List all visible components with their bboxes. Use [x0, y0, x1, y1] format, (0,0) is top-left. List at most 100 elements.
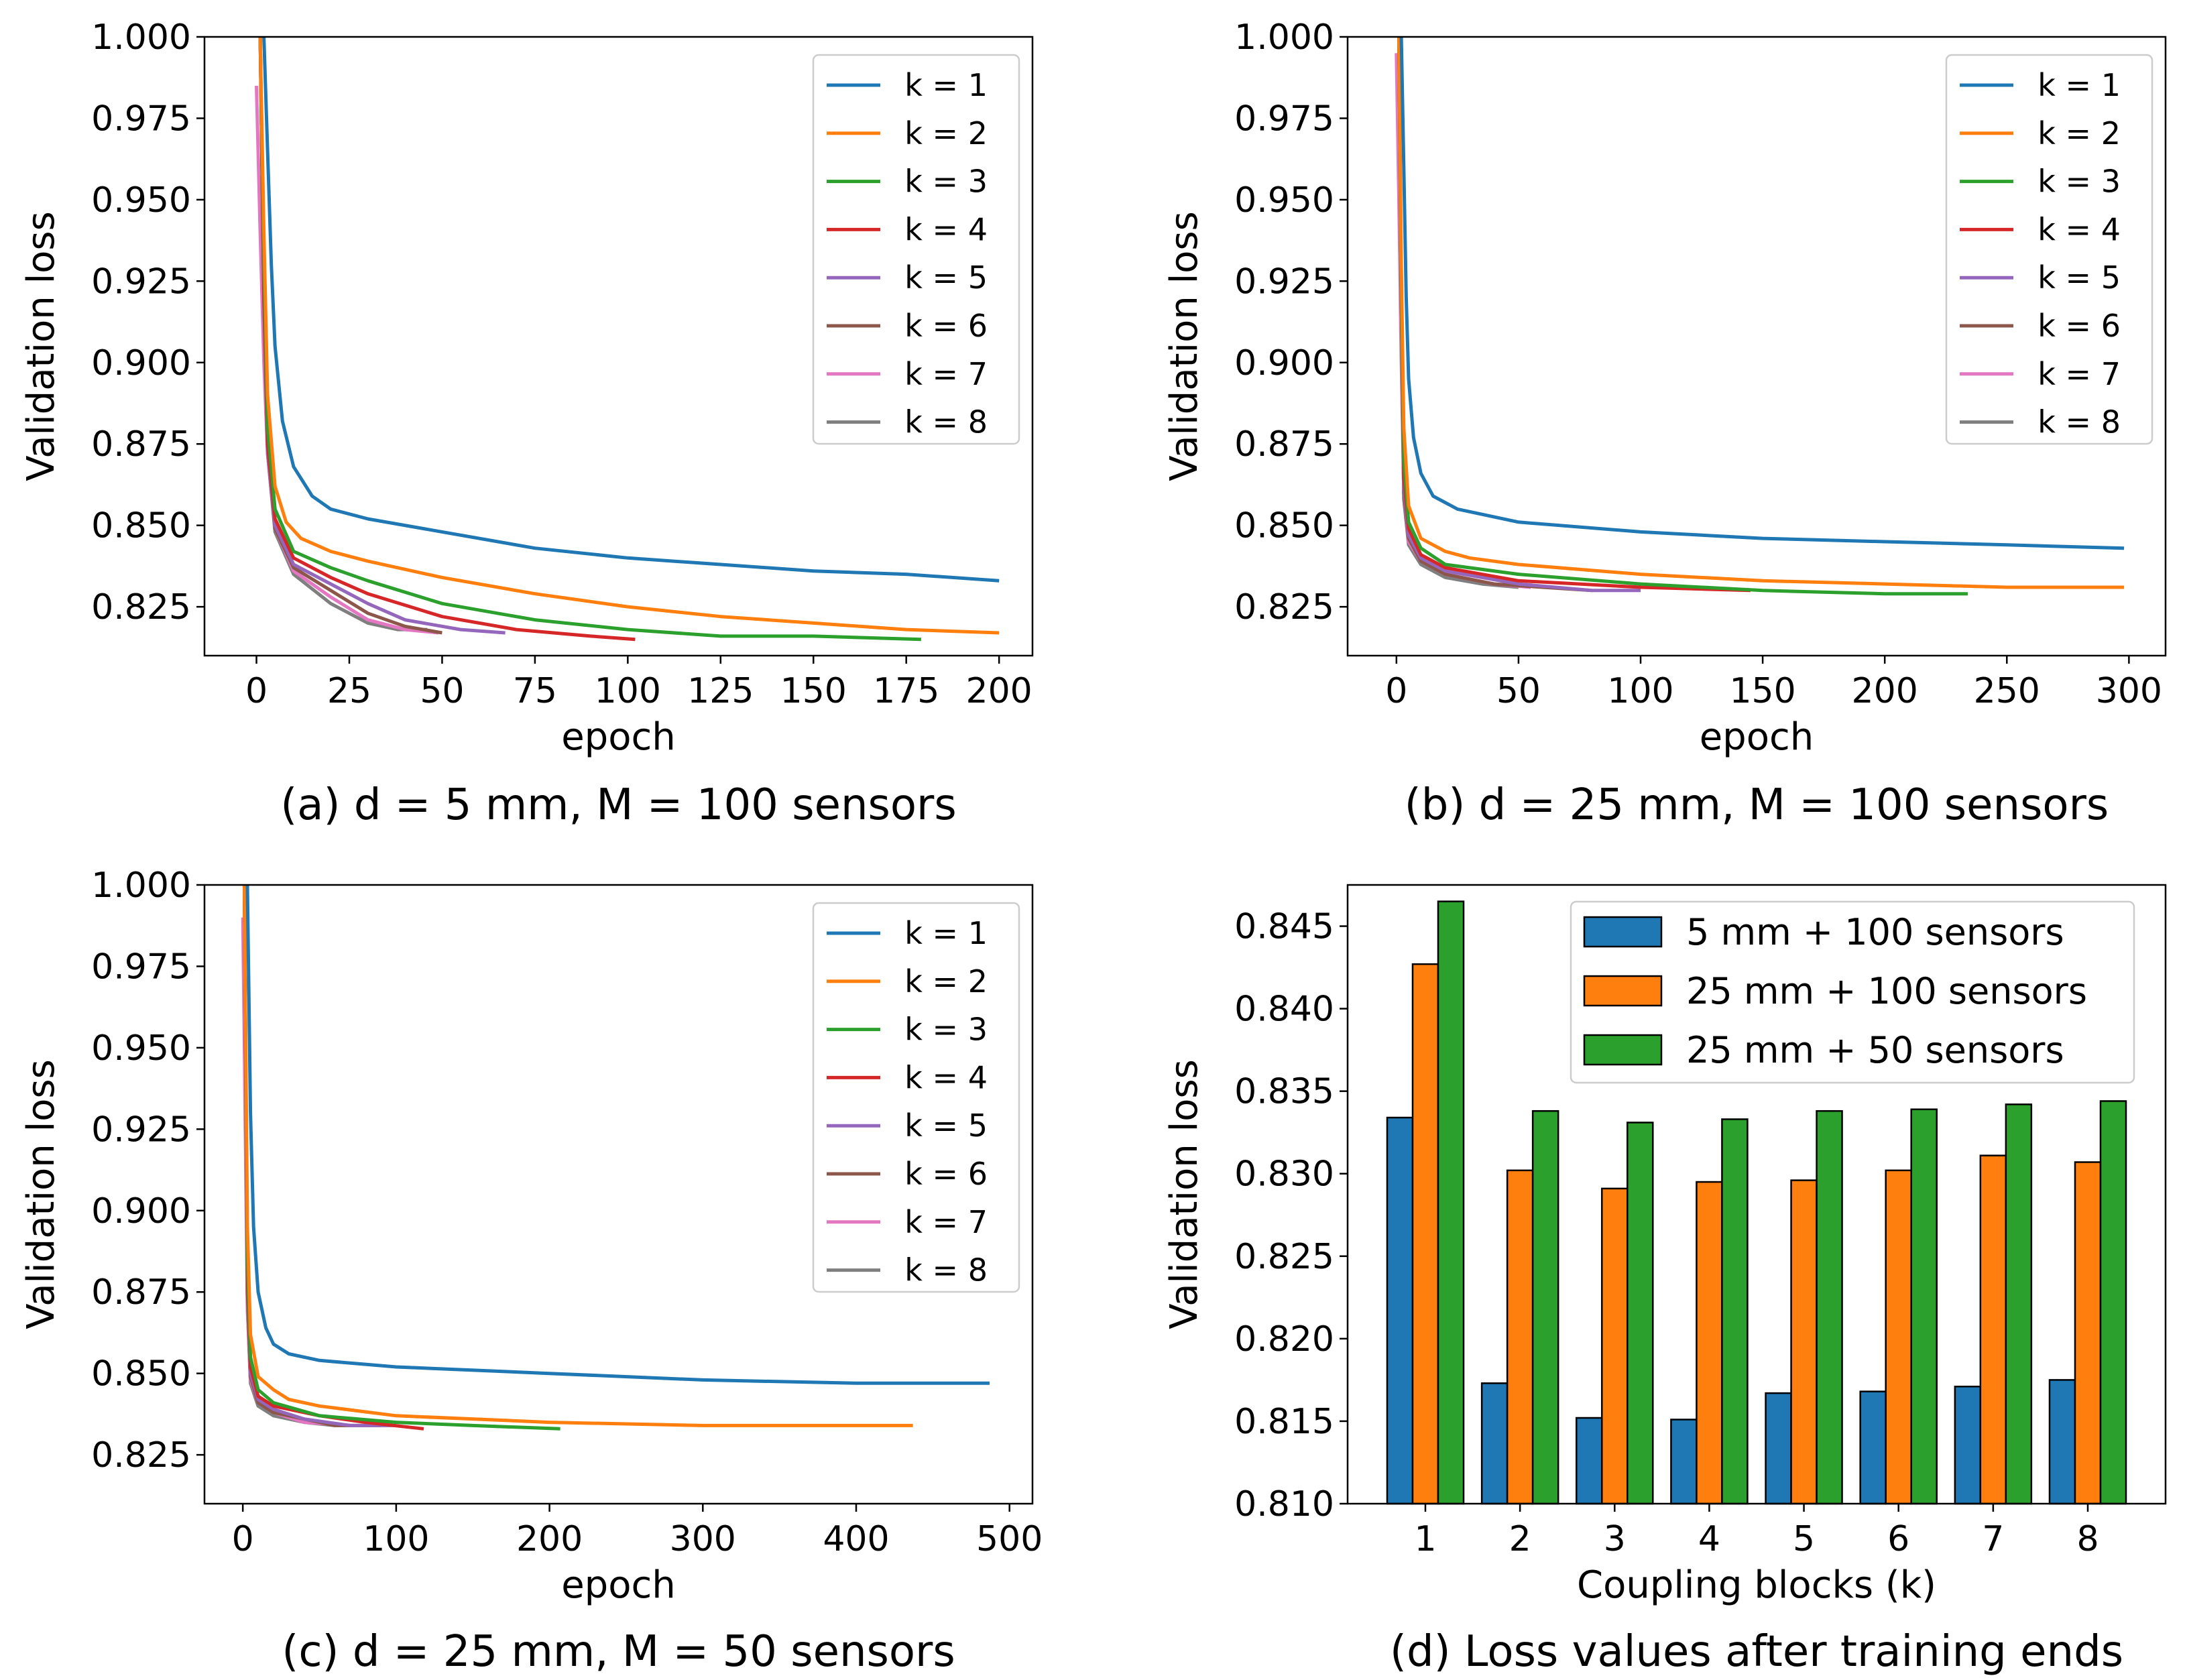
y-tick-label: 0.900 [91, 343, 191, 383]
legend-label: k = 5 [904, 259, 988, 296]
x-tick-label: 0 [245, 671, 268, 711]
x-tick-label: 3 [1604, 1519, 1626, 1559]
x-tick-label: 200 [1852, 671, 1918, 711]
legend-label: k = 8 [2038, 404, 2121, 440]
y-tick-label: 0.850 [91, 506, 191, 546]
series-line-k7 [241, 917, 351, 1427]
bar-3-k7 [2005, 1103, 2033, 1505]
bar-1-k1 [1386, 1116, 1414, 1505]
bar-3-k6 [1910, 1108, 1938, 1505]
y-tick-label: 0.840 [1234, 989, 1334, 1030]
series-line-k2 [243, 885, 913, 1427]
series-line-k6 [1397, 37, 1592, 593]
y-tick-label: 0.850 [1234, 506, 1334, 546]
legend: k = 1 k = 2 k = 3 k = 4 k = 5 k = 6 k = 7 k = 8 [1945, 54, 2153, 445]
plot-frame [203, 884, 1034, 1505]
series-line-k3 [243, 885, 560, 1431]
legend-label: k = 3 [2038, 164, 2121, 200]
legend-swatch [1583, 1034, 1663, 1066]
y-tick-label: 1.000 [91, 17, 191, 58]
series-line-k8 [243, 885, 335, 1427]
panel-c: 0.825 0.850 0.875 0.900 0.925 0.950 0.975 1.000… [19, 865, 1043, 1677]
panel-caption: (a) d = 5 mm, M = 100 sensors [280, 780, 956, 830]
bar-3-k4 [1721, 1118, 1749, 1505]
y-tick-label: 0.825 [1234, 1237, 1334, 1277]
legend-label: k = 7 [904, 356, 988, 392]
legend-label: k = 2 [904, 115, 988, 152]
legend-label: k = 5 [904, 1107, 988, 1144]
y-tick-label: 0.825 [91, 1435, 191, 1476]
x-tick-label: 0 [232, 1519, 254, 1559]
y-tick-label: 0.810 [1234, 1484, 1334, 1524]
panel-caption: (c) d = 25 mm, M = 50 sensors [282, 1627, 955, 1677]
legend: k = 1 k = 2 k = 3 k = 4 k = 5 k = 6 k = 7 k = 8 [812, 902, 1020, 1293]
series-line-k7 [1395, 53, 1531, 589]
legend-label: k = 7 [2038, 356, 2121, 392]
legend-label: 5 mm + 100 sensors [1686, 911, 2064, 953]
y-tick-label: 0.835 [1234, 1072, 1334, 1112]
legend-label: k = 8 [904, 404, 988, 440]
legend-box [812, 902, 1020, 1293]
series-line-k3 [258, 37, 921, 642]
legend-label: k = 2 [904, 963, 988, 1000]
y-tick-label: 0.820 [1234, 1319, 1334, 1360]
bar-3-k5 [1816, 1109, 1843, 1505]
legend-label: k = 6 [904, 1156, 988, 1192]
series-group [241, 885, 990, 1431]
x-tick-label: 150 [780, 671, 847, 711]
legend-swatch [1583, 916, 1663, 948]
y-tick-label: 0.845 [1234, 907, 1334, 947]
x-tick-label: 6 [1887, 1519, 1909, 1559]
x-tick-label: 300 [2096, 671, 2162, 711]
bar-1-k6 [1859, 1390, 1887, 1505]
legend-box [812, 54, 1020, 445]
legend-label: k = 6 [2038, 308, 2121, 344]
bar-1-k8 [2048, 1379, 2076, 1505]
y-tick-label: 0.975 [91, 99, 191, 139]
y-tick-label: 0.975 [91, 947, 191, 987]
legend: 5 mm + 100 sensors 25 mm + 100 sensors 25 … [1570, 900, 2135, 1084]
x-tick-label: 125 [687, 671, 754, 711]
x-tick-label: 50 [1496, 671, 1541, 711]
legend-label: k = 6 [904, 308, 988, 344]
bar-2-k4 [1696, 1181, 1723, 1505]
x-tick-label: 100 [363, 1519, 429, 1559]
y-tick-label: 0.825 [1234, 587, 1334, 627]
y-tick-label: 0.950 [1234, 180, 1334, 221]
x-axis-label: epoch [1700, 715, 1814, 759]
y-tick-label: 0.925 [91, 1109, 191, 1150]
y-tick-label: 0.900 [1234, 343, 1334, 383]
legend-box [1570, 900, 2135, 1084]
bar-1-k7 [1954, 1385, 1982, 1505]
x-tick-label: 0 [1385, 671, 1407, 711]
legend-label: 25 mm + 100 sensors [1686, 970, 2087, 1012]
bar-3-k3 [1627, 1122, 1654, 1505]
x-tick-label: 50 [420, 671, 464, 711]
y-tick-label: 0.925 [91, 261, 191, 302]
legend: k = 1 k = 2 k = 3 k = 4 k = 5 k = 6 k = 7 k = 8 [812, 54, 1020, 445]
y-tick-label: 0.950 [91, 1028, 191, 1069]
legend-label: k = 4 [904, 1059, 988, 1095]
panel-b: 0.825 0.850 0.875 0.900 0.925 0.950 0.975 1.000… [1163, 17, 2167, 830]
series-line-k1 [262, 37, 1000, 583]
series-group [1395, 37, 2125, 596]
x-tick-label: 300 [670, 1519, 736, 1559]
panel-caption: (d) Loss values after training ends [1390, 1627, 2123, 1677]
x-tick-label: 150 [1729, 671, 1795, 711]
series-line-k1 [245, 885, 990, 1385]
x-axis-label: epoch [561, 1563, 676, 1607]
legend-label: k = 1 [904, 67, 988, 103]
x-tick-label: 500 [976, 1519, 1043, 1559]
x-tick-label: 100 [595, 671, 661, 711]
series-line-k3 [1397, 37, 1968, 596]
plot-frame [203, 36, 1034, 657]
bar-1-k2 [1480, 1382, 1509, 1505]
series-line-k2 [258, 37, 1000, 635]
bar-2-k2 [1506, 1169, 1534, 1505]
y-tick-label: 0.875 [91, 1272, 191, 1313]
x-tick-label: 2 [1509, 1519, 1531, 1559]
y-tick-label: 0.900 [91, 1191, 191, 1232]
bar-1-k5 [1765, 1392, 1792, 1505]
legend-swatch [1583, 975, 1663, 1007]
